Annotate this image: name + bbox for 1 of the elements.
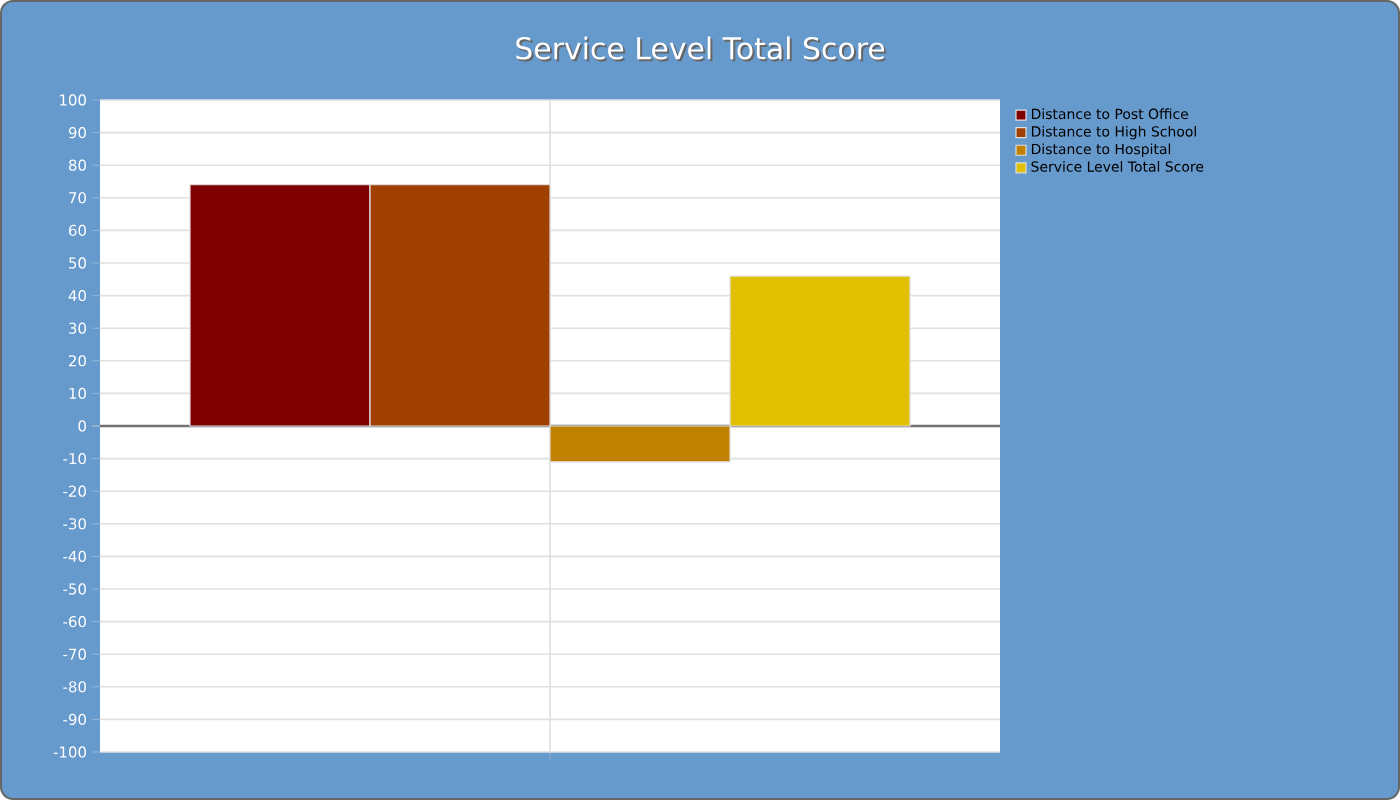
chart-title: Service Level Total Score <box>518 38 887 62</box>
